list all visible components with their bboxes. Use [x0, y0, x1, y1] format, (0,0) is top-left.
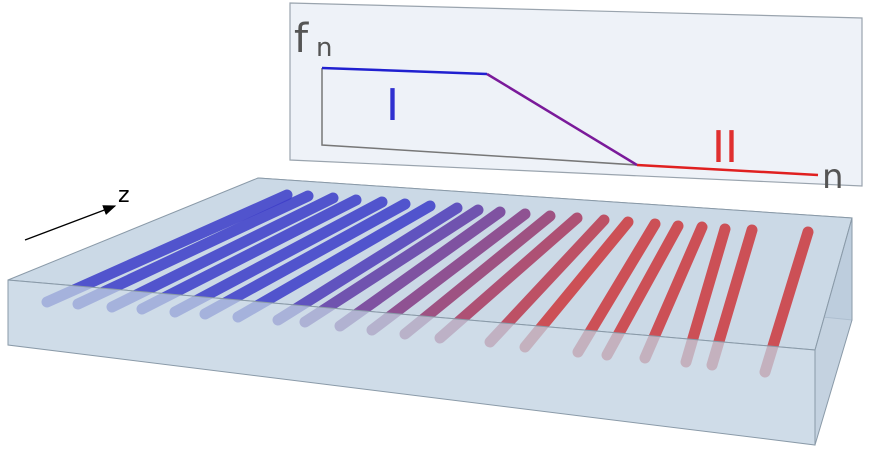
rod — [169, 196, 388, 318]
curve-red — [636, 163, 819, 177]
rod — [106, 192, 339, 313]
rod — [299, 204, 484, 328]
region-label: II — [712, 122, 738, 173]
curve-purple — [486, 72, 638, 167]
rod — [334, 206, 506, 332]
inset-panel — [289, 2, 863, 187]
x-label: n — [822, 157, 844, 197]
rod — [484, 214, 610, 348]
region-label: I — [386, 80, 399, 131]
y-label-sub: n — [316, 33, 332, 63]
slab-side — [814, 217, 853, 446]
curve-blue — [321, 66, 488, 76]
rod — [136, 194, 362, 315]
z-arrow — [24, 205, 117, 241]
rod — [232, 200, 436, 323]
z-label: z — [118, 183, 130, 208]
rod — [272, 202, 463, 326]
rod — [41, 189, 293, 308]
y-label: f — [294, 16, 309, 62]
rod — [199, 198, 411, 320]
inset-axes — [321, 68, 638, 166]
rod — [399, 210, 556, 340]
rod — [72, 190, 314, 310]
rod — [434, 212, 583, 344]
rod — [366, 208, 531, 336]
